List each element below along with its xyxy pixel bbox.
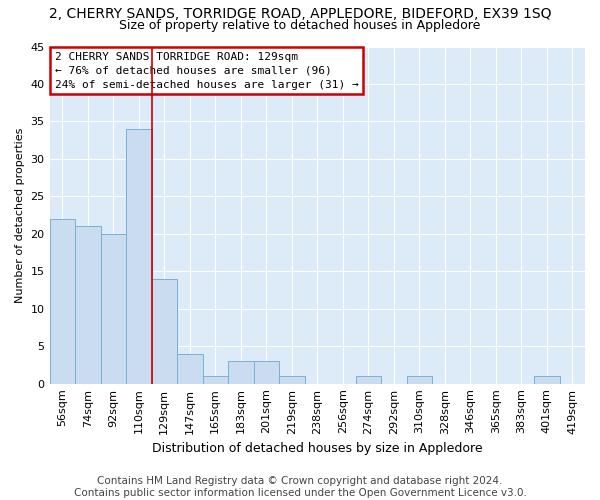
Text: Contains HM Land Registry data © Crown copyright and database right 2024.
Contai: Contains HM Land Registry data © Crown c… xyxy=(74,476,526,498)
Bar xyxy=(50,219,75,384)
Bar xyxy=(279,376,305,384)
Bar xyxy=(75,226,101,384)
Text: 2, CHERRY SANDS, TORRIDGE ROAD, APPLEDORE, BIDEFORD, EX39 1SQ: 2, CHERRY SANDS, TORRIDGE ROAD, APPLEDOR… xyxy=(49,8,551,22)
Bar xyxy=(356,376,381,384)
Bar xyxy=(101,234,126,384)
Y-axis label: Number of detached properties: Number of detached properties xyxy=(15,128,25,303)
Bar xyxy=(152,279,177,384)
Bar xyxy=(126,129,152,384)
Text: Size of property relative to detached houses in Appledore: Size of property relative to detached ho… xyxy=(119,19,481,32)
Text: 2 CHERRY SANDS TORRIDGE ROAD: 129sqm
← 76% of detached houses are smaller (96)
2: 2 CHERRY SANDS TORRIDGE ROAD: 129sqm ← 7… xyxy=(55,52,359,90)
Bar xyxy=(407,376,432,384)
Bar xyxy=(203,376,228,384)
X-axis label: Distribution of detached houses by size in Appledore: Distribution of detached houses by size … xyxy=(152,442,482,455)
Bar xyxy=(534,376,560,384)
Bar xyxy=(228,361,254,384)
Bar xyxy=(254,361,279,384)
Bar xyxy=(177,354,203,384)
